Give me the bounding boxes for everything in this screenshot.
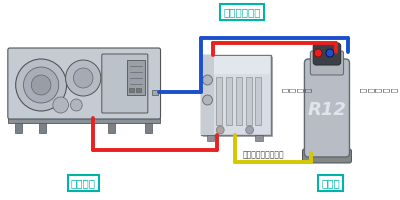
Bar [201,55,214,135]
Circle shape [70,99,82,111]
Bar [108,123,114,133]
FancyBboxPatch shape [8,48,160,119]
FancyBboxPatch shape [102,54,148,113]
FancyBboxPatch shape [310,51,344,75]
Circle shape [74,68,93,88]
Text: セーフティケーブル: セーフティケーブル [243,150,284,160]
Bar [15,123,22,133]
Bar [202,56,270,74]
Circle shape [246,126,254,134]
Bar [145,123,152,133]
Bar [256,135,263,141]
Text: ガ
ス
バ
ル
ブ: ガ ス バ ル ブ [360,88,397,92]
FancyBboxPatch shape [302,149,352,163]
Bar [152,90,158,95]
Circle shape [216,126,224,134]
Bar [256,77,261,125]
Circle shape [66,60,101,96]
Text: R12: R12 [308,101,346,119]
FancyBboxPatch shape [201,55,271,135]
Circle shape [24,67,59,103]
Circle shape [314,49,322,57]
Bar [136,88,141,92]
Text: ボンベ: ボンベ [322,178,340,188]
Bar [236,77,242,125]
FancyBboxPatch shape [304,59,350,157]
Bar [246,77,252,125]
Bar [8,115,160,123]
Circle shape [31,75,51,95]
Bar [127,60,145,95]
Text: フロン回収機: フロン回収機 [223,7,260,17]
Bar [129,88,134,92]
FancyBboxPatch shape [203,57,273,137]
Circle shape [53,97,68,113]
Text: 液
バ
ル
ブ: 液 バ ル ブ [282,88,311,92]
Bar [216,77,222,125]
Circle shape [203,95,212,105]
Bar [39,123,46,133]
Text: システム: システム [71,178,96,188]
FancyBboxPatch shape [313,43,341,65]
Circle shape [16,59,66,111]
Bar [206,135,214,141]
Circle shape [326,49,334,57]
Circle shape [203,75,212,85]
Bar [226,77,232,125]
